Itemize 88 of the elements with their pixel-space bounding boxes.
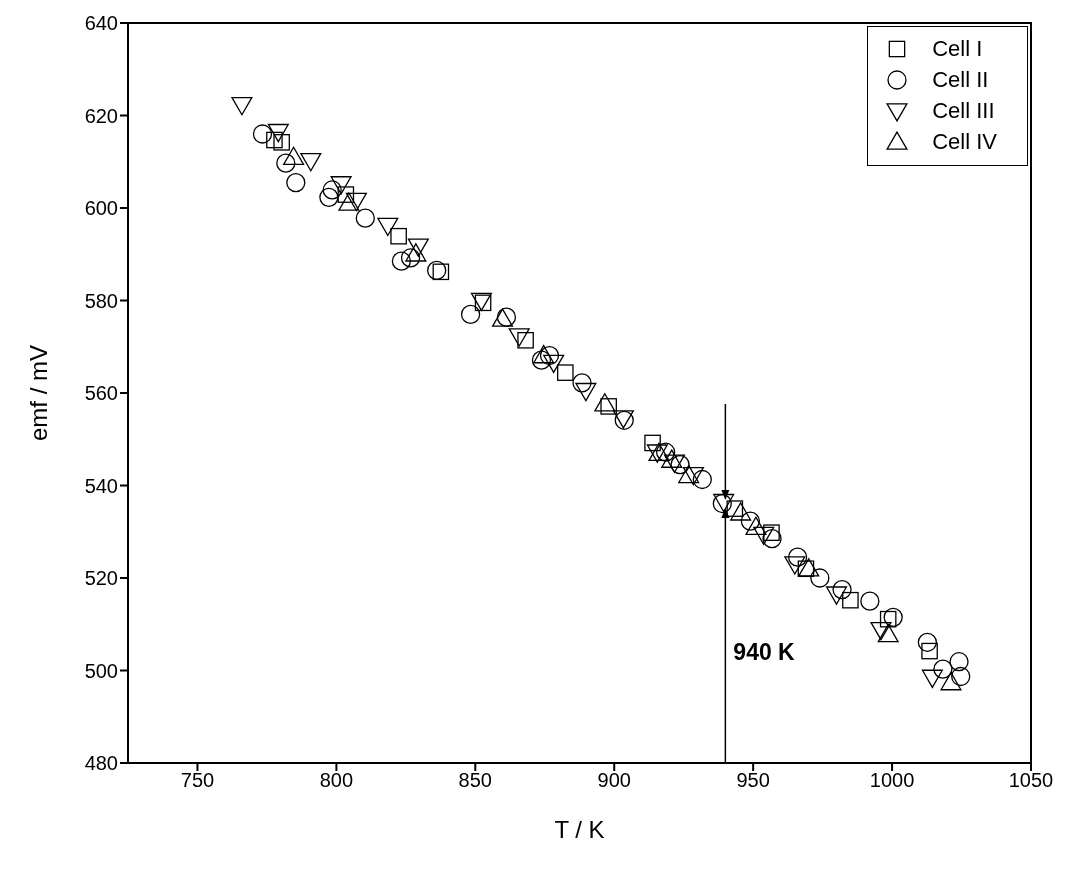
point <box>798 558 820 577</box>
point <box>730 502 752 521</box>
y-tick-label: 640 <box>84 12 118 35</box>
point <box>405 243 427 262</box>
x-tick-label: 1000 <box>869 769 915 792</box>
point <box>338 192 360 211</box>
y-tick-label: 620 <box>84 104 118 127</box>
point <box>949 652 969 672</box>
point <box>337 186 355 203</box>
legend-label: Cell I <box>932 35 983 62</box>
point <box>496 307 517 327</box>
point <box>842 591 859 609</box>
point <box>933 659 953 679</box>
point <box>543 354 565 374</box>
point <box>427 260 447 281</box>
point <box>661 449 683 468</box>
point <box>531 350 552 370</box>
legend-label: Cell IV <box>932 128 997 155</box>
point <box>355 208 375 228</box>
point <box>286 172 306 193</box>
y-tick-label: 500 <box>84 659 118 682</box>
point <box>407 238 429 257</box>
point <box>753 526 775 546</box>
legend-label: Cell III <box>932 97 995 124</box>
point <box>917 632 938 652</box>
point <box>921 669 943 688</box>
y-tick-label: 540 <box>84 474 118 497</box>
x-tick-label: 900 <box>597 769 631 792</box>
point <box>655 442 676 462</box>
y-tick-label: 560 <box>84 382 118 405</box>
point <box>267 123 289 143</box>
point <box>810 568 830 588</box>
point <box>921 642 938 660</box>
point <box>951 666 971 687</box>
point <box>432 263 450 281</box>
point <box>391 251 412 271</box>
point <box>745 516 767 535</box>
point <box>533 344 555 364</box>
point <box>330 176 352 195</box>
point <box>877 623 899 643</box>
y-tick-label: 580 <box>84 289 118 312</box>
point <box>283 146 305 165</box>
ref-line-label: 940 K <box>733 639 796 665</box>
y-axis-title: emf / mV <box>24 344 52 442</box>
point <box>832 579 852 600</box>
point <box>663 454 686 473</box>
x-tick-label: 800 <box>319 769 354 792</box>
point <box>273 134 290 151</box>
point <box>377 217 399 237</box>
point <box>400 248 421 268</box>
point <box>860 591 880 611</box>
point <box>940 671 962 691</box>
point <box>870 621 892 641</box>
point <box>825 586 848 605</box>
point <box>491 308 514 327</box>
point <box>787 547 808 567</box>
x-tick-label: 750 <box>180 769 215 792</box>
x-tick-label: 850 <box>458 769 492 792</box>
point <box>572 373 592 393</box>
point <box>345 192 367 212</box>
point <box>594 393 616 412</box>
x-tick-label: 950 <box>736 769 770 792</box>
point <box>508 328 530 347</box>
legend-label: Cell II <box>932 66 989 93</box>
y-tick-label: 600 <box>84 197 118 220</box>
point <box>557 364 574 381</box>
point <box>575 382 597 402</box>
y-tick-label: 480 <box>84 752 118 775</box>
point <box>692 469 712 490</box>
point <box>740 511 761 531</box>
point <box>670 455 690 475</box>
point <box>231 97 253 116</box>
point <box>883 607 903 627</box>
point <box>460 304 481 325</box>
point <box>276 153 296 173</box>
y-tick-label: 520 <box>84 567 118 590</box>
x-axis-title: T / K <box>554 816 605 843</box>
point <box>390 227 407 245</box>
point <box>300 152 322 172</box>
point <box>539 345 560 366</box>
point <box>319 187 339 208</box>
x-tick-label: 1050 <box>1008 769 1054 792</box>
point <box>322 180 342 200</box>
point <box>252 124 273 144</box>
point <box>644 434 661 452</box>
point <box>784 556 806 575</box>
point <box>879 610 897 628</box>
point <box>762 529 782 549</box>
